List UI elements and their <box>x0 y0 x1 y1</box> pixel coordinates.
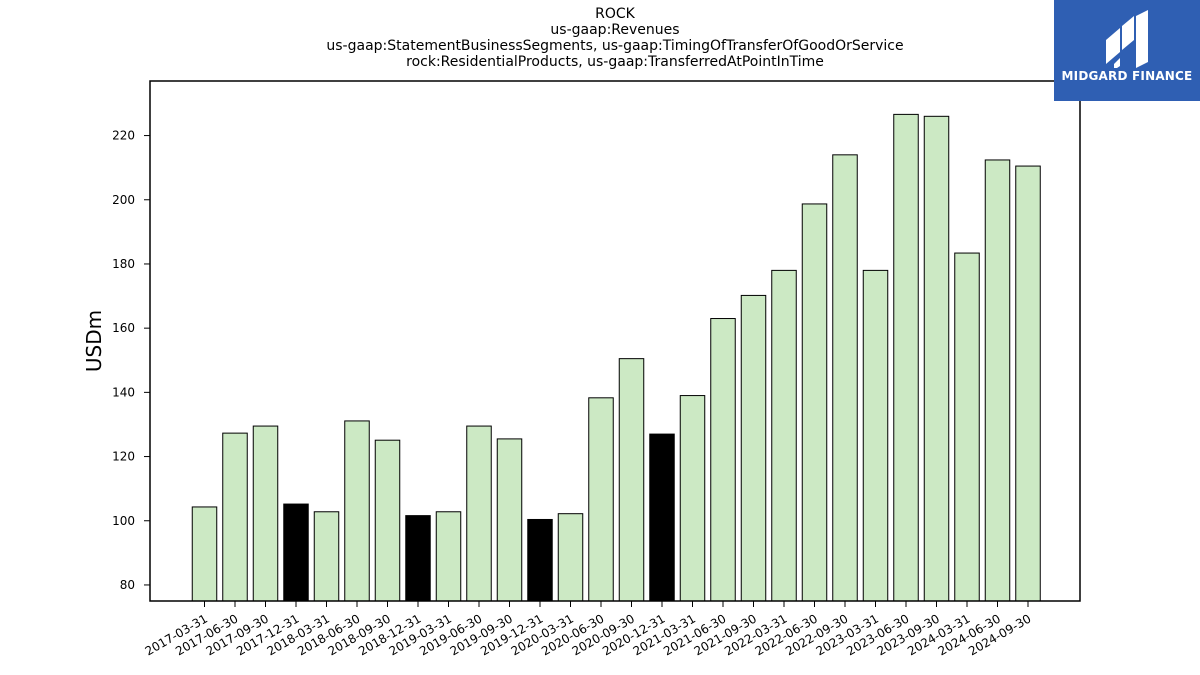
y-tick-label: 80 <box>120 578 135 592</box>
plot-frame <box>149 80 1081 602</box>
bar-2019-09-30 <box>496 438 523 602</box>
bar-2020-03-31 <box>557 513 584 602</box>
midgard-m-logo-icon <box>1106 10 1148 70</box>
bar-2018-06-30 <box>344 420 370 602</box>
bar-2024-03-31 <box>954 252 980 602</box>
y-tick-label: 200 <box>112 193 135 207</box>
bar-2018-03-31 <box>313 511 340 602</box>
bar-2020-12-31 <box>649 433 675 602</box>
bars-group <box>191 113 1041 602</box>
bar-2019-03-31 <box>435 511 462 602</box>
bar-2024-06-30 <box>984 159 1011 602</box>
bar-2017-12-31 <box>283 503 309 602</box>
bar-2017-06-30 <box>222 432 248 602</box>
bar-2022-03-31 <box>771 269 797 602</box>
logo-text: MIDGARD FINANCE <box>1061 69 1193 83</box>
bar-2018-09-30 <box>374 439 401 602</box>
y-tick-label: 220 <box>112 129 135 143</box>
y-axis: 80 100 120 140 160 180 200 220 <box>112 129 150 592</box>
bar-2019-12-31 <box>527 518 553 602</box>
bar-2021-06-30 <box>710 318 736 602</box>
chart-title-line-4: rock:ResidentialProducts, us-gaap:Transf… <box>406 54 824 70</box>
bar-2020-06-30 <box>588 397 614 602</box>
chart-title-line-1: ROCK <box>595 6 635 22</box>
chart-title-line-3: us-gaap:StatementBusinessSegments, us-ga… <box>326 38 904 54</box>
y-tick-label: 180 <box>112 257 135 271</box>
bar-2023-06-30 <box>893 113 919 602</box>
midgard-logo: MIDGARD FINANCE <box>1054 0 1200 101</box>
bar-2023-03-31 <box>862 269 889 602</box>
bar-2022-09-30 <box>832 154 858 602</box>
bar-2017-03-31 <box>191 506 218 602</box>
bar-2022-06-30 <box>801 203 828 602</box>
x-axis: 2017-03-312017-06-302017-09-302017-12-31… <box>143 601 1034 658</box>
bar-2017-09-30 <box>252 425 279 602</box>
chart-title-line-2: us-gaap:Revenues <box>550 22 680 38</box>
y-tick-label: 160 <box>112 321 135 335</box>
bar-2019-06-30 <box>466 425 492 602</box>
y-tick-label: 140 <box>112 385 135 399</box>
chart-title: ROCK us-gaap:Revenues us-gaap:StatementB… <box>150 6 1080 70</box>
bar-2020-09-30 <box>618 358 645 602</box>
y-tick-label: 120 <box>112 450 135 464</box>
bar-2023-09-30 <box>923 115 950 602</box>
y-axis-title: USDm <box>82 310 106 372</box>
bar-2024-09-30 <box>1015 165 1041 602</box>
y-tick-label: 100 <box>112 514 135 528</box>
bar-2018-12-31 <box>405 515 431 602</box>
bar-2021-03-31 <box>679 395 706 602</box>
bar-2021-09-30 <box>740 294 767 602</box>
